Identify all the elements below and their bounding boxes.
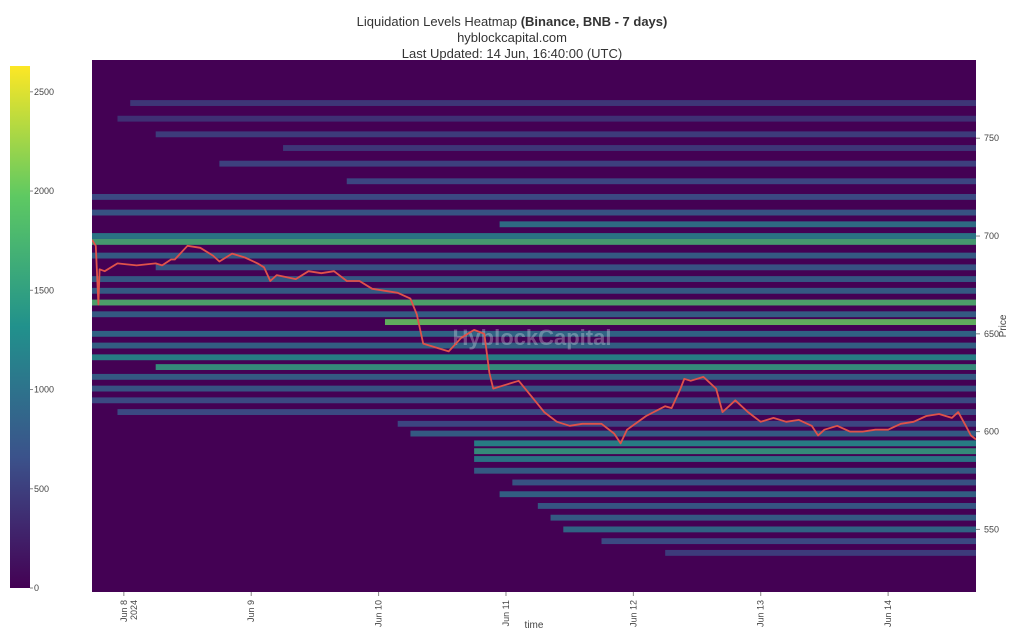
x-tick-label: Jun 14 [883, 600, 893, 627]
liquidation-band [92, 287, 976, 294]
liquidation-band [499, 491, 976, 498]
liquidation-band [155, 264, 976, 271]
liquidation-band [92, 252, 976, 259]
liquidation-band [92, 385, 976, 392]
y-tick-label: 600 [984, 427, 999, 437]
price-line [92, 239, 976, 445]
liquidation-band [346, 178, 976, 185]
liquidation-bands [92, 100, 976, 556]
liquidation-band [474, 467, 976, 474]
liquidation-band [92, 276, 976, 282]
y-tick-label: 700 [984, 231, 999, 241]
liquidation-band [92, 238, 976, 245]
colorbar-tick-label: 2500 [34, 87, 54, 97]
x-tick-label: Jun 9 [246, 600, 256, 622]
liquidation-band [155, 364, 976, 371]
chart-title-block: Liquidation Levels Heatmap (Binance, BNB… [0, 14, 1024, 62]
liquidation-band [283, 145, 976, 151]
liquidation-band [155, 131, 976, 138]
x-axis: Jun 8 2024 Jun 9 Jun 10 Jun 11 Jun 12 Jun 13 Ju… [119, 592, 893, 627]
price-line-group [92, 239, 976, 445]
chart-title: Liquidation Levels Heatmap (Binance, BNB… [356, 14, 668, 29]
colorbar: 0 500 1000 1500 2000 2500 [10, 66, 54, 593]
chart-subtitle: hyblockcapital.com [457, 30, 567, 45]
liquidation-band [397, 420, 976, 427]
liquidation-band [474, 448, 976, 455]
colorbar-tick-label: 1000 [34, 385, 54, 395]
colorbar-tick-label: 1500 [34, 285, 54, 295]
colorbar-tick-label: 0 [34, 583, 39, 593]
y-tick-label: 650 [984, 329, 999, 339]
plot-area: HyblockCapital [92, 60, 976, 592]
colorbar-tick-label: 500 [34, 484, 49, 494]
liquidation-band [474, 440, 976, 447]
liquidation-band [410, 430, 976, 437]
liquidation-band [117, 409, 976, 415]
liquidation-band [92, 373, 976, 380]
y-axis: 550 600 650 700 750 [976, 133, 999, 534]
liquidation-band [92, 233, 976, 239]
watermark: HyblockCapital [453, 325, 612, 350]
colorbar-tick-label: 2000 [34, 186, 54, 196]
liquidation-band [550, 514, 976, 521]
liquidation-band [219, 160, 976, 167]
liquidation-band [92, 299, 976, 306]
colorbar-gradient [10, 66, 30, 588]
liquidation-band [92, 354, 976, 361]
x-tick-label: Jun 8 [119, 600, 129, 622]
x-tick-label: Jun 10 [374, 600, 384, 627]
liquidation-band [601, 538, 976, 545]
liquidation-band [130, 100, 976, 106]
x-axis-title: time [525, 620, 544, 631]
liquidation-band [92, 311, 976, 318]
x-tick-label: Jun 13 [756, 600, 766, 627]
y-tick-label: 750 [984, 133, 999, 143]
y-axis-title: Price [998, 314, 1009, 337]
liquidation-band [512, 479, 976, 486]
liquidation-band [92, 209, 976, 216]
x-tick-label: Jun 11 [501, 600, 511, 626]
colorbar-ticks: 0 500 1000 1500 2000 2500 [30, 87, 54, 593]
liquidation-band [384, 319, 976, 326]
liquidation-band [92, 193, 976, 200]
liquidation-band [563, 526, 976, 533]
liquidation-band [537, 503, 976, 509]
liquidation-band [499, 221, 976, 228]
liquidation-band [665, 549, 976, 556]
liquidation-band [117, 115, 976, 122]
x-tick-label: Jun 12 [628, 600, 638, 627]
y-tick-label: 550 [984, 524, 999, 534]
last-updated: Last Updated: 14 Jun, 16:40:00 (UTC) [401, 46, 623, 61]
liquidation-band [474, 456, 976, 462]
liquidation-band [92, 342, 976, 349]
x-tick-sublabel: 2024 [129, 600, 139, 620]
liquidation-band [92, 330, 976, 337]
